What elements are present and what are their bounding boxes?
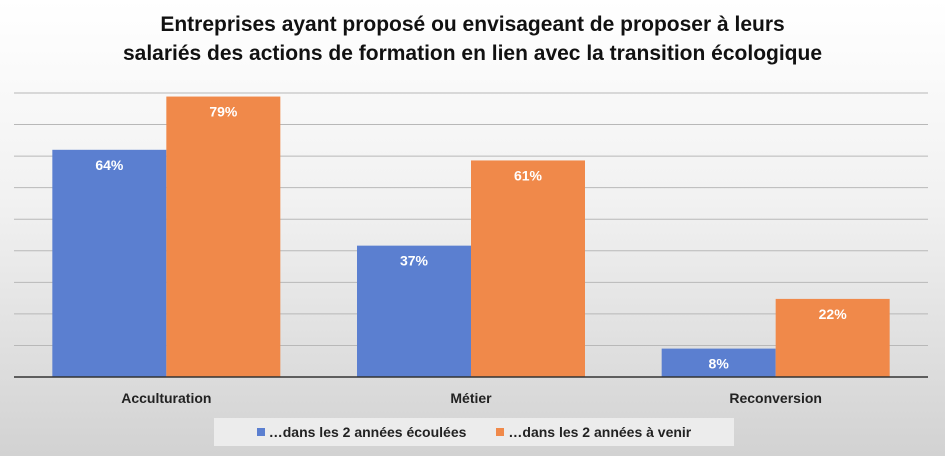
legend-swatch-series-2 xyxy=(496,428,505,436)
chart-title: Entreprises ayant proposé ou envisageant… xyxy=(0,10,945,68)
x-tick-label: Reconversion xyxy=(729,390,822,406)
legend-item-series-2: …dans les 2 années à venir xyxy=(496,424,691,440)
chart-title-line-1: Entreprises ayant proposé ou envisageant… xyxy=(160,13,785,36)
legend-label-series-1: …dans les 2 années écoulées xyxy=(268,424,467,440)
legend-item-series-1: …dans les 2 années écoulées xyxy=(256,424,467,440)
bar-acculturation-series-1 xyxy=(52,149,167,377)
data-label: 8% xyxy=(709,356,730,372)
legend-swatch-series-1 xyxy=(256,428,265,436)
data-label: 37% xyxy=(400,253,429,269)
data-label: 64% xyxy=(95,157,124,173)
legend: …dans les 2 années écoulées …dans les 2 … xyxy=(214,418,734,446)
chart-title-line-2: salariés des actions de formation en lie… xyxy=(122,42,823,65)
x-tick-label: Métier xyxy=(450,390,492,406)
bar-m-tier-series-1 xyxy=(357,245,471,377)
x-tick-label: Acculturation xyxy=(121,390,211,406)
bar-m-tier-series-2 xyxy=(471,160,585,377)
bar-reconversion-series-2 xyxy=(775,298,890,377)
bar-reconversion-series-1 xyxy=(661,348,776,377)
data-label: 61% xyxy=(514,167,543,183)
bar-acculturation-series-2 xyxy=(166,96,281,378)
data-label: 79% xyxy=(209,104,238,120)
data-label: 22% xyxy=(819,306,848,322)
legend-label-series-2: …dans les 2 années à venir xyxy=(508,424,692,440)
